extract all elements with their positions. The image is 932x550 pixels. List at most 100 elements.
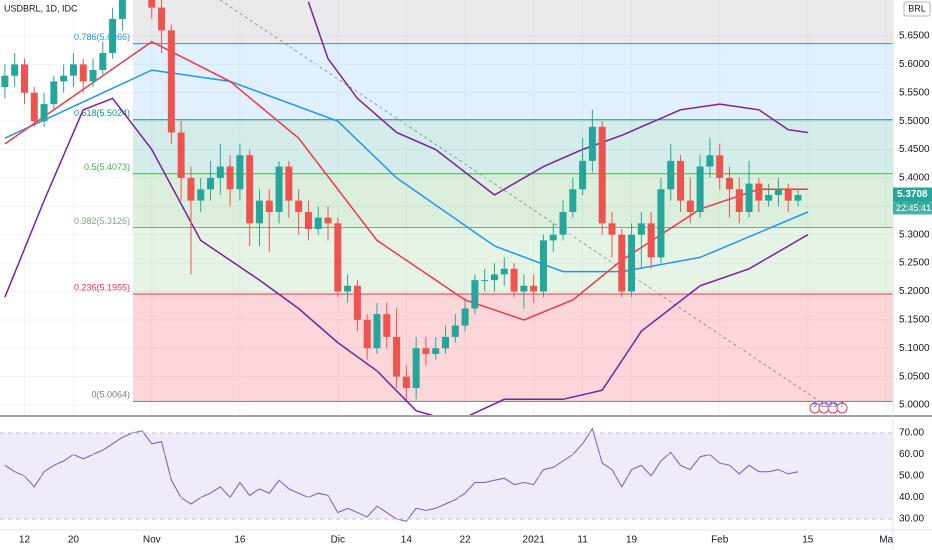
candle-body: [422, 348, 430, 354]
candle-body: [559, 211, 567, 235]
candle-body: [246, 155, 254, 224]
candle-body: [765, 194, 773, 201]
candle-body: [383, 314, 391, 337]
fib-label: 0.786(5.6366): [74, 32, 130, 42]
candle-body: [637, 223, 645, 235]
candle-body: [226, 166, 234, 190]
candle-body: [187, 177, 195, 201]
candle-body: [324, 217, 332, 224]
candle-body: [60, 75, 68, 82]
currency-box[interactable]: [903, 1, 931, 17]
y-tick-label: 40.00: [899, 492, 924, 503]
fib-label: 0.382(5.3126): [74, 216, 130, 226]
candle-body: [89, 70, 97, 82]
event-badge[interactable]: [836, 402, 848, 414]
candle-body: [745, 183, 753, 212]
candle-body: [696, 166, 704, 212]
x-tick-label: 14: [401, 535, 413, 546]
candle-body: [471, 280, 479, 309]
countdown-box: [893, 201, 932, 215]
candle-body: [706, 155, 714, 167]
ticker: USDBRL, 1D, IDC: [4, 3, 78, 13]
x-tick-label: 22: [460, 535, 472, 546]
candle-body: [716, 155, 724, 178]
countdown: 22:45:41: [896, 203, 931, 213]
event-label[interactable]: 7: [840, 402, 844, 409]
candle-body: [314, 217, 322, 230]
candle-body: [490, 274, 498, 281]
candle-body: [373, 314, 381, 349]
candle-body: [167, 30, 175, 133]
candle-body: [549, 234, 557, 241]
fib-zone: [133, 119, 893, 174]
fib-zone: [133, 0, 893, 44]
candle-body: [255, 200, 263, 224]
indicator-line: [4, 40, 808, 321]
y-tick-label: 5.4500: [899, 144, 930, 155]
candle-body: [207, 177, 215, 190]
candle-body: [608, 223, 616, 235]
y-tick-label: 5.3000: [899, 229, 930, 240]
candle-body: [11, 64, 19, 76]
x-tick-label: 19: [626, 535, 638, 546]
x-tick-label: 20: [68, 535, 80, 546]
candle-body: [784, 189, 792, 201]
y-tick-label: 5.2500: [899, 258, 930, 269]
candle-body: [461, 308, 469, 326]
candle-body: [30, 92, 38, 122]
candle-body: [451, 325, 459, 337]
y-tick-label: 60.00: [899, 449, 924, 460]
candle-body: [109, 18, 117, 54]
candle-body: [725, 177, 733, 190]
candle-body: [353, 285, 361, 320]
currency[interactable]: BRL: [908, 3, 926, 13]
price-label-box: [893, 187, 932, 202]
candle-body: [442, 336, 450, 349]
y-tick-label: 5.6000: [899, 59, 930, 70]
candle-body: [275, 166, 283, 212]
x-tick-label: Ma: [879, 535, 893, 546]
event-label[interactable]: 12: [820, 402, 828, 409]
trend-line: [219, 0, 826, 406]
candle-body: [1, 75, 9, 88]
candle-body: [177, 132, 185, 178]
x-tick-label: Dic: [331, 535, 345, 546]
x-tick-label: Feb: [711, 535, 729, 546]
fib-label: 0.236(5.1955): [74, 282, 130, 292]
candle-body: [755, 183, 763, 201]
y-tick-label: 50.00: [899, 471, 924, 482]
rsi-line: [4, 427, 799, 522]
fib-label: 0.618(5.5024): [74, 108, 130, 118]
y-tick-label: 5.4000: [899, 173, 930, 184]
indicator-line: [307, 1, 808, 196]
indicator-line: [4, 97, 809, 415]
event-label[interactable]: 9: [813, 402, 817, 409]
candle-body: [265, 200, 273, 212]
event-label[interactable]: 23: [829, 402, 837, 409]
candle-body: [99, 53, 107, 71]
candle-body: [647, 223, 655, 258]
candle-body: [500, 268, 508, 275]
candle-body: [304, 211, 312, 230]
candle-body: [539, 240, 547, 292]
candle-body: [481, 280, 489, 282]
y-tick-label: 5.2000: [899, 286, 930, 297]
candle-body: [118, 0, 126, 19]
candle-body: [363, 319, 371, 349]
y-tick-label: 30.00: [899, 514, 924, 525]
candle-body: [677, 160, 685, 201]
candle-body: [344, 285, 352, 292]
candle-body: [148, 0, 156, 8]
candle-body: [598, 126, 606, 224]
candle-body: [40, 104, 48, 122]
candle-body: [530, 285, 538, 292]
y-tick-label: 5.1000: [899, 343, 930, 354]
x-tick-label: 15: [802, 535, 814, 546]
x-tick-label: 16: [234, 535, 246, 546]
price-label: 5.3708: [897, 189, 928, 200]
price-pane: 0.786(5.6366) 0.618(5.5024) 0.5(5.4073) 0.3…: [0, 0, 893, 415]
candle-body: [393, 336, 401, 377]
indicator-line: [4, 69, 809, 273]
candle-body: [432, 348, 440, 354]
candle-body: [69, 64, 77, 76]
